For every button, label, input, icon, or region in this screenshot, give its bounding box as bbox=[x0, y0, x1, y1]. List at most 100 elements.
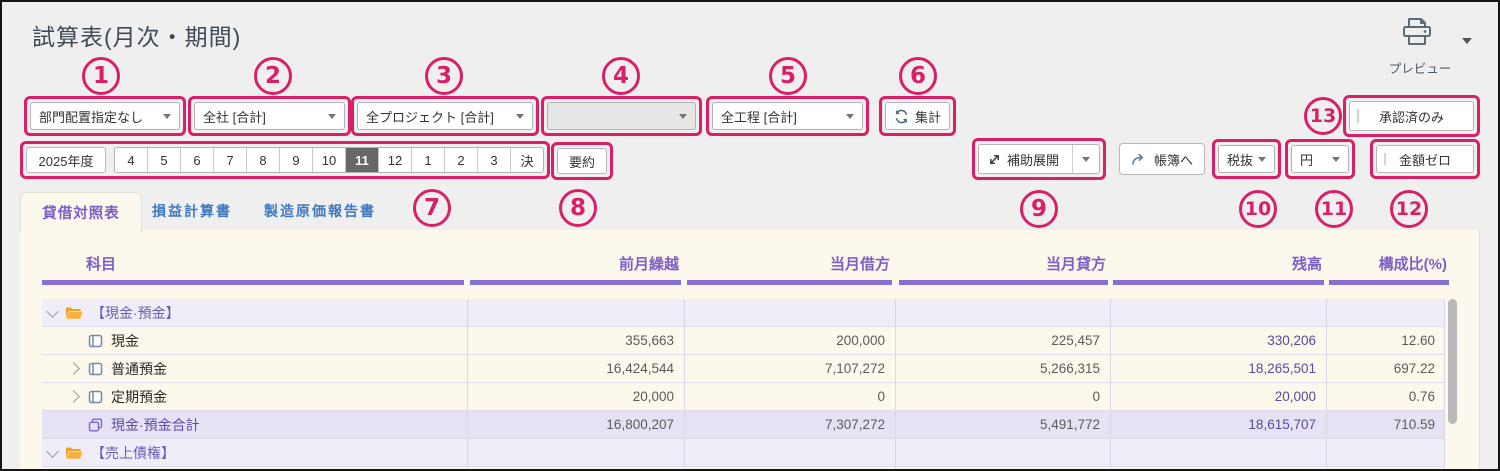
month-button[interactable]: 5 bbox=[147, 148, 180, 172]
column-header-debit[interactable]: 当月借方 bbox=[687, 242, 892, 285]
cell-credit: 5,491,772 bbox=[895, 411, 1110, 438]
cell-debit bbox=[684, 299, 895, 326]
tax-mode-value: 税抜 bbox=[1227, 152, 1254, 168]
month-button[interactable]: 7 bbox=[213, 148, 246, 172]
annotation-circle: 8 bbox=[559, 189, 597, 227]
month-button[interactable]: 3 bbox=[477, 148, 510, 172]
project-select[interactable]: 全プロジェクト [合計] bbox=[357, 102, 533, 130]
account-name-cell[interactable]: 普通預金 bbox=[42, 355, 467, 382]
annotation-circle: 5 bbox=[769, 57, 807, 95]
annotation-circle: 1 bbox=[82, 57, 120, 95]
ledger-icon bbox=[88, 390, 103, 403]
account-name-cell[interactable]: 現金 bbox=[42, 327, 467, 354]
cell-prev-month: 20,000 bbox=[467, 383, 684, 410]
account-name-cell[interactable]: 現金·預金合計 bbox=[42, 411, 467, 438]
month-button[interactable]: 8 bbox=[246, 148, 279, 172]
chevron-right-icon[interactable] bbox=[66, 390, 80, 403]
table-row-account[interactable]: 現金 355,663 200,000 225,457 330,206 12.60 bbox=[42, 327, 1445, 355]
table-body: 【現金·預金】 現金 355,663 200,000 225,457 330,2… bbox=[42, 299, 1445, 469]
chevron-down-icon[interactable] bbox=[46, 444, 59, 458]
account-name-cell[interactable]: 【売上債権】 bbox=[42, 439, 467, 466]
annotation-circle: 2 bbox=[254, 57, 292, 95]
month-button[interactable]: 1 bbox=[411, 148, 444, 172]
company-select[interactable]: 全社 [合計] bbox=[194, 102, 345, 130]
month-button[interactable]: 4 bbox=[127, 152, 135, 168]
page-title: 試算表(月次・期間) bbox=[32, 24, 242, 50]
annotation-box-13: 承認済のみ bbox=[1343, 95, 1480, 137]
column-header-ratio[interactable]: 構成比(%) bbox=[1329, 242, 1449, 285]
fiscal-year-button[interactable]: 2025年度 bbox=[26, 147, 106, 173]
annotation-box-10: 税抜 bbox=[1212, 139, 1281, 179]
tab-balance-sheet[interactable]: 貸借対照表 bbox=[20, 192, 142, 232]
annotation-box-11: 円 bbox=[1285, 139, 1355, 179]
month-button[interactable]: 2 bbox=[444, 148, 477, 172]
currency-unit-value: 円 bbox=[1300, 152, 1314, 168]
department-select[interactable]: 部門配置指定なし bbox=[30, 102, 180, 130]
cell-credit: 5,266,315 bbox=[895, 355, 1110, 382]
chevron-right-icon[interactable] bbox=[66, 362, 80, 375]
table-row-account[interactable]: 普通預金 16,424,544 7,107,272 5,266,315 18,2… bbox=[42, 355, 1445, 383]
table-row-partial bbox=[42, 467, 1445, 469]
cell-debit: 0 bbox=[684, 383, 895, 410]
approved-only-toggle[interactable]: 承認済のみ bbox=[1349, 101, 1474, 131]
table-row-category[interactable]: 【現金·預金】 bbox=[42, 299, 1445, 327]
folder-icon bbox=[66, 307, 83, 319]
annotation-box-1: 部門配置指定なし bbox=[24, 96, 186, 136]
annotation-box-2: 全社 [合計] bbox=[188, 96, 351, 136]
month-button[interactable]: 12 bbox=[378, 148, 411, 172]
cell-debit bbox=[684, 439, 895, 466]
empty-select[interactable] bbox=[547, 102, 696, 130]
amount-zero-toggle[interactable]: 金額ゼロ bbox=[1376, 145, 1474, 173]
currency-unit-select[interactable]: 円 bbox=[1291, 145, 1349, 173]
column-header-balance[interactable]: 残高 bbox=[1113, 242, 1324, 285]
ledger-icon bbox=[88, 362, 103, 375]
account-name-cell[interactable]: 【現金·預金】 bbox=[42, 299, 467, 326]
vertical-scrollbar-thumb[interactable] bbox=[1448, 299, 1457, 424]
annotation-box-12: 金額ゼロ bbox=[1370, 139, 1480, 179]
cell-balance: 18,615,707 bbox=[1110, 411, 1326, 438]
account-name: 現金 bbox=[111, 332, 139, 349]
aux-expand-split-button: 補助展開 bbox=[978, 144, 1100, 174]
to-ledger-label: 帳簿へ bbox=[1153, 152, 1193, 168]
tab-profit-loss[interactable]: 損益計算書 bbox=[152, 203, 232, 219]
cell-credit: 0 bbox=[895, 383, 1110, 410]
cell-prev-month: 355,663 bbox=[467, 327, 684, 354]
aggregate-button[interactable]: 集計 bbox=[885, 102, 950, 130]
account-name: 定期預金 bbox=[111, 388, 167, 405]
summary-button[interactable]: 要約 bbox=[557, 148, 607, 174]
print-options-caret[interactable] bbox=[1462, 38, 1472, 44]
printer-icon[interactable] bbox=[1400, 16, 1434, 48]
column-header-account[interactable]: 科目 bbox=[42, 242, 464, 285]
column-header-prev-month[interactable]: 前月繰越 bbox=[470, 242, 681, 285]
month-button[interactable]: 決 bbox=[510, 148, 543, 172]
cell-balance bbox=[1110, 439, 1326, 466]
cell-ratio: 12.60 bbox=[1326, 327, 1445, 354]
annotation-box-6: 集計 bbox=[879, 96, 956, 136]
column-header-credit[interactable]: 当月貸方 bbox=[899, 242, 1108, 285]
month-button-selected[interactable]: 11 bbox=[345, 148, 378, 172]
table-row-account[interactable]: 定期預金 20,000 0 0 20,000 0.76 bbox=[42, 383, 1445, 411]
chevron-down-icon bbox=[328, 113, 336, 119]
annotation-circle: 11 bbox=[1315, 190, 1353, 228]
tab-manufacturing-cost[interactable]: 製造原価報告書 bbox=[264, 203, 376, 219]
tax-mode-select[interactable]: 税抜 bbox=[1218, 145, 1275, 173]
account-name-cell[interactable]: 定期預金 bbox=[42, 383, 467, 410]
month-button[interactable]: 9 bbox=[279, 148, 312, 172]
cell-prev-month: 16,424,544 bbox=[467, 355, 684, 382]
cell-balance: 20,000 bbox=[1110, 383, 1326, 410]
table-row-category[interactable]: 【売上債権】 bbox=[42, 439, 1445, 467]
aux-expand-caret[interactable] bbox=[1072, 145, 1099, 173]
to-ledger-button[interactable]: 帳簿へ bbox=[1119, 143, 1205, 175]
chevron-down-icon[interactable] bbox=[46, 304, 59, 318]
month-button[interactable]: 6 bbox=[180, 148, 213, 172]
process-select[interactable]: 全工程 [合計] bbox=[712, 102, 863, 130]
aux-expand-button[interactable]: 補助展開 bbox=[979, 145, 1072, 173]
preview-label[interactable]: プレビュー bbox=[1388, 62, 1452, 76]
month-button[interactable]: 10 bbox=[312, 148, 345, 172]
table-row-total[interactable]: 現金·預金合計 16,800,207 7,307,272 5,491,772 1… bbox=[42, 411, 1445, 439]
aggregate-button-label: 集計 bbox=[914, 109, 941, 125]
chevron-down-icon bbox=[1258, 156, 1266, 162]
annotation-box-7: 2025年度 4 5 6 7 8 9 10 11 12 1 2 3 決 bbox=[20, 141, 550, 179]
cell-ratio bbox=[1326, 299, 1445, 326]
